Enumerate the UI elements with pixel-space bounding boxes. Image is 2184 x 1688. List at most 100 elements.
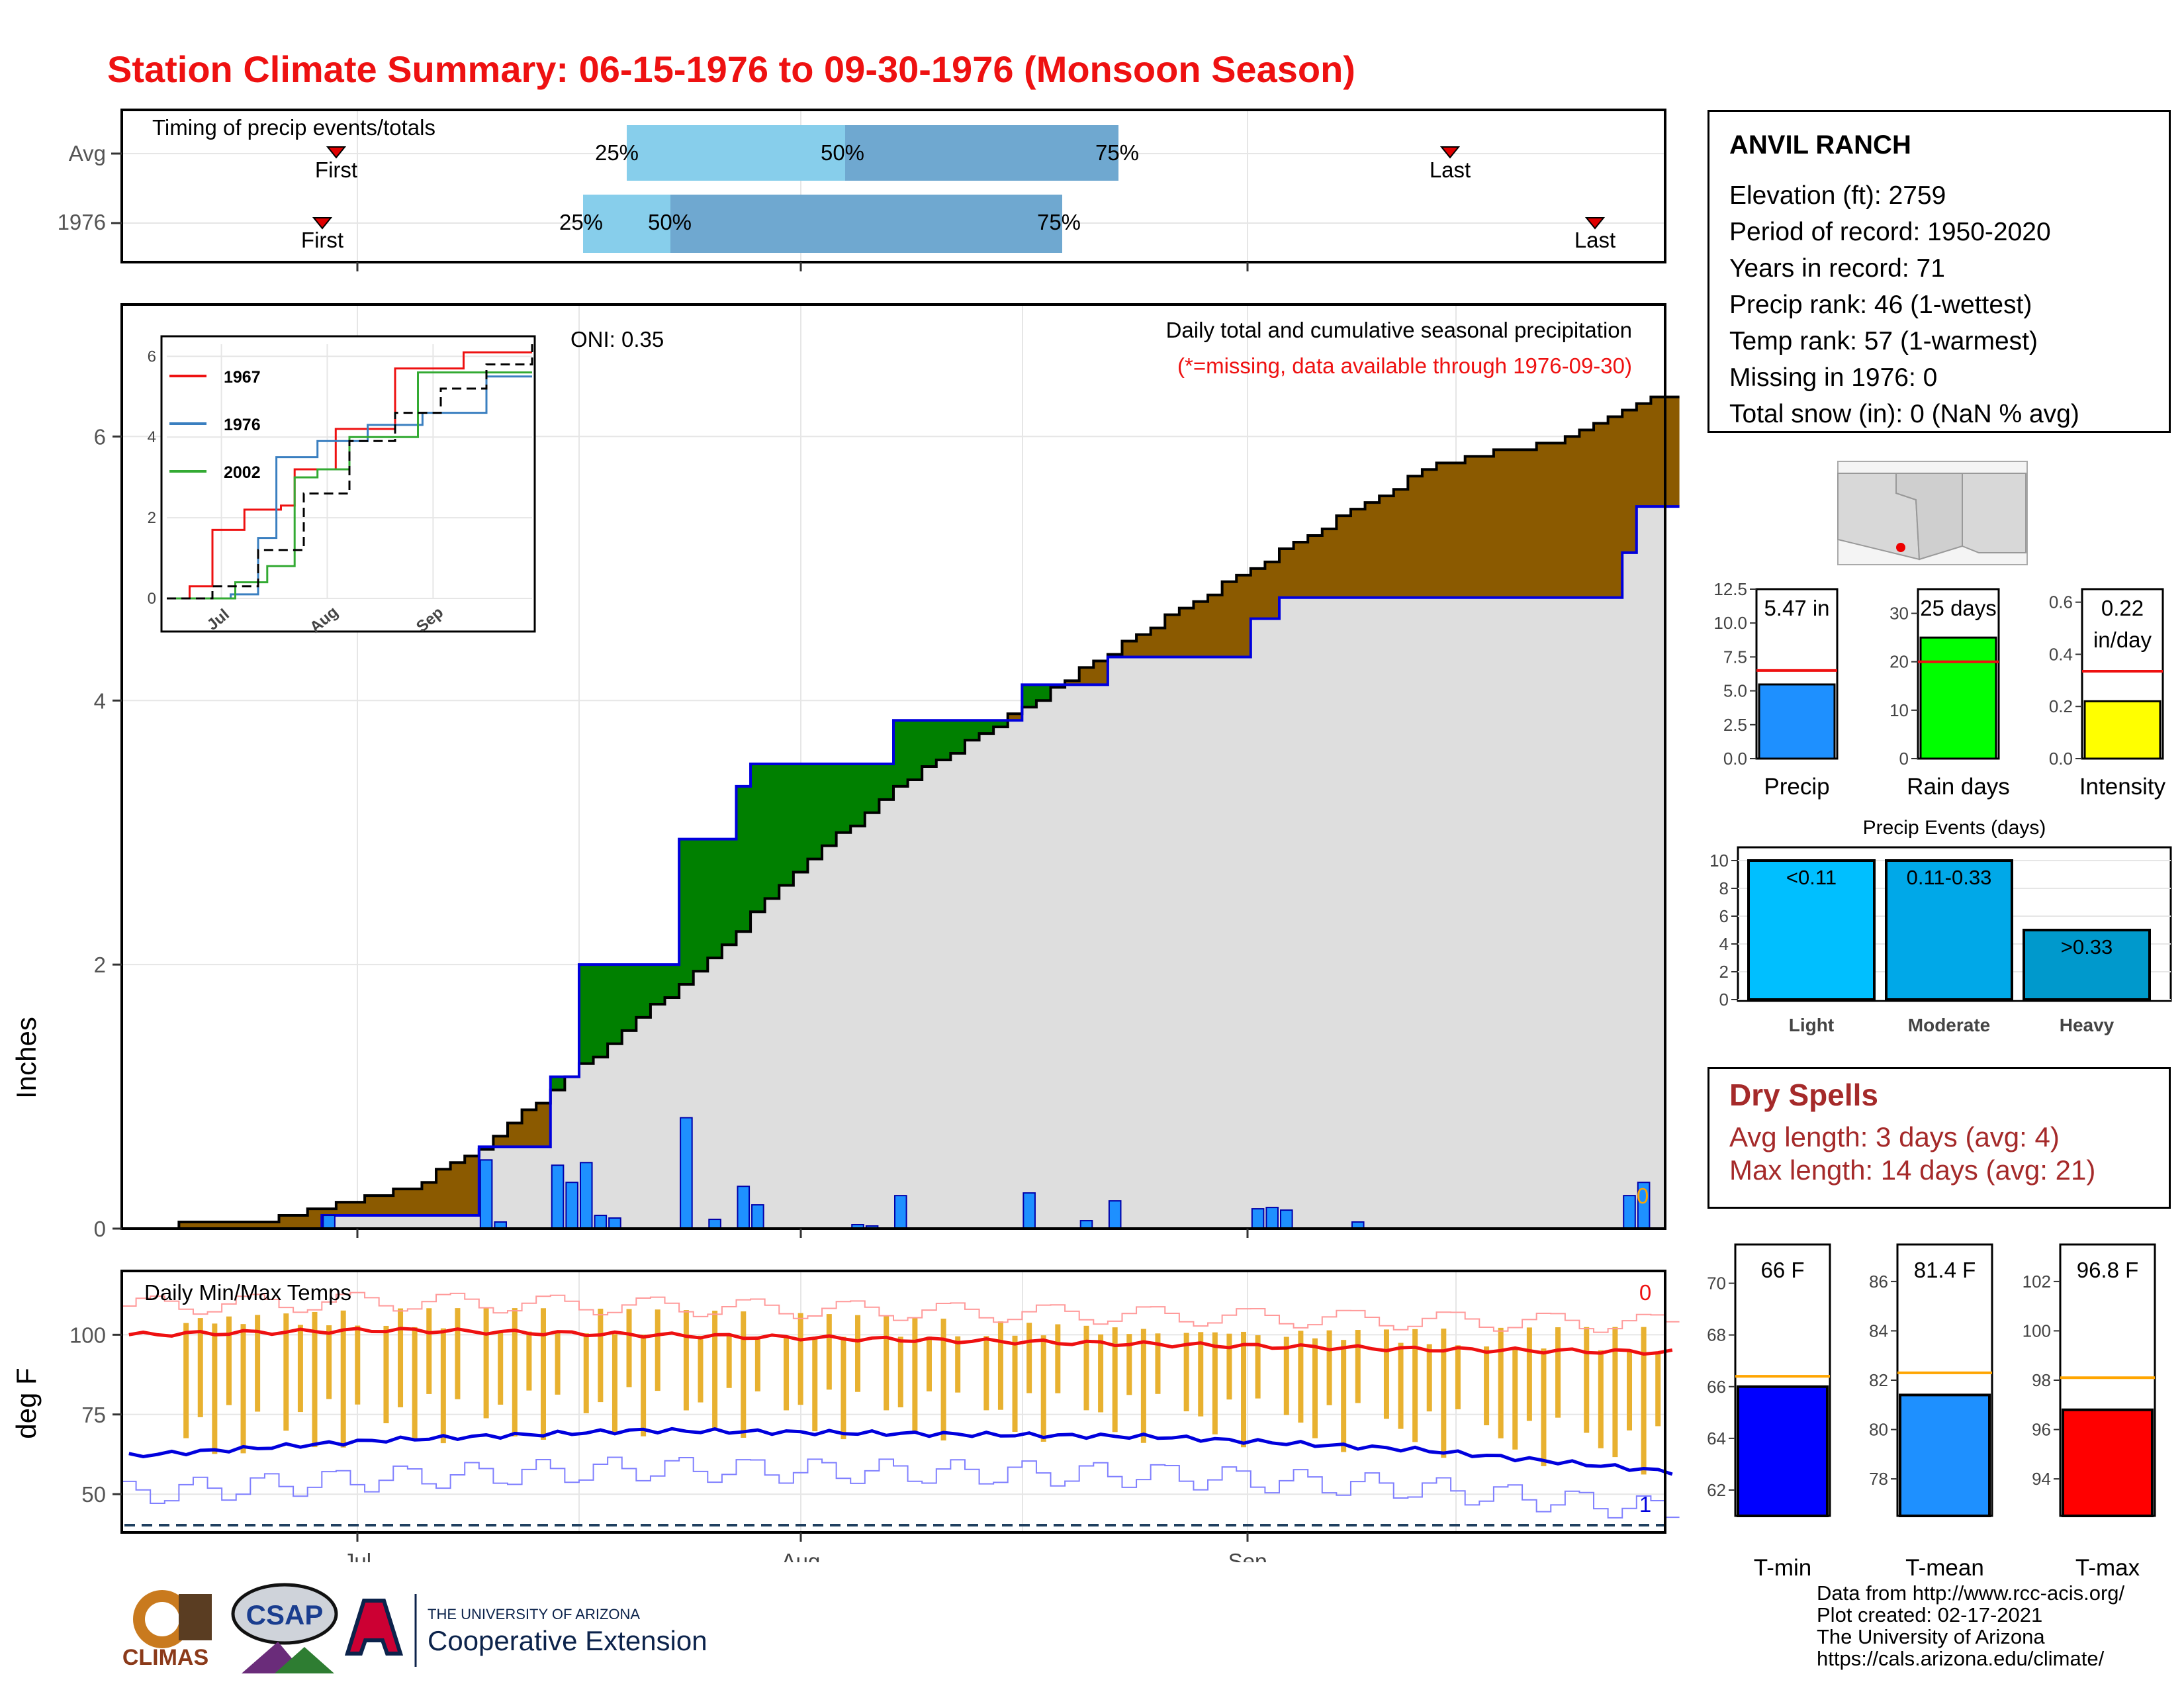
station-elevation: Elevation (ft): 2759 — [1729, 181, 1946, 210]
summary-value-label2-2: in/day — [2093, 628, 2152, 652]
daily-temp-bar — [412, 1327, 418, 1441]
page-title: Station Climate Summary: 06-15-1976 to 0… — [107, 48, 1355, 90]
daily-temp-bar — [1326, 1330, 1332, 1405]
daily-temp-bar — [626, 1309, 632, 1387]
daily-temp-bar — [526, 1331, 532, 1391]
station-period: Period of record: 1950-2020 — [1729, 218, 2051, 246]
daily-temp-bar — [1026, 1323, 1032, 1393]
precip-caption: Daily total and cumulative seasonal prec… — [1166, 318, 1632, 342]
daily-precip-bar — [551, 1164, 565, 1230]
temp-y-tick: 50 — [81, 1482, 106, 1507]
daily-temp-bar — [698, 1335, 704, 1403]
logos: CLIMAS CSAP THE UNIVERSITY OF ARIZONA Co… — [122, 1583, 707, 1673]
daily-temp-bar — [1612, 1327, 1618, 1458]
svg-text:THE UNIVERSITY OF ARIZONA: THE UNIVERSITY OF ARIZONA — [428, 1606, 640, 1622]
climas-logo: CLIMAS — [122, 1590, 212, 1670]
svg-text:CSAP: CSAP — [246, 1599, 324, 1630]
record-max-line — [122, 1291, 1680, 1333]
inset-legend-label: 1976 — [224, 416, 261, 434]
year-q50-label: 50% — [648, 210, 692, 234]
temp-summary-label-0: T-min — [1754, 1555, 1812, 1581]
summary-tick-2: 0.0 — [2049, 749, 2073, 769]
daily-temp-bar — [312, 1311, 318, 1448]
inset-legend-label: 1967 — [224, 368, 261, 387]
temp-summary-value-2: 96.8 F — [2077, 1258, 2139, 1282]
summary-label-2: Intensity — [2079, 774, 2166, 800]
daily-temp-bar — [1412, 1329, 1418, 1442]
daily-temp-bar — [1283, 1336, 1289, 1415]
year-quartile-50-75 — [670, 195, 1062, 253]
inset-line-1976 — [167, 375, 532, 600]
year-first-marker — [312, 217, 333, 230]
temp-panel: 50 75 100 Daily Min/Max Temps 0 1 deg F Ju… — [11, 1270, 1680, 1562]
daily-temp-bar — [240, 1324, 246, 1454]
temp-y-label: deg F — [11, 1368, 42, 1438]
summary-value-label-0: 5.47 in — [1764, 596, 1829, 620]
inset-line-avg — [167, 344, 533, 600]
summary-tick-1: 30 — [1889, 604, 1909, 624]
temp-summary-bar-0 — [1737, 1385, 1829, 1517]
dry-spells-box: Dry Spells Avg length: 3 days (avg: 4) M… — [1707, 1067, 2171, 1209]
precip-y-tick: 4 — [94, 688, 106, 713]
daily-temp-bar — [797, 1313, 803, 1405]
events-tick: 2 — [1719, 962, 1729, 982]
daily-temp-bar — [326, 1325, 332, 1399]
daily-temp-bar — [1212, 1332, 1218, 1434]
temp-summary-tick-2: 94 — [2032, 1469, 2051, 1489]
daily-temp-bar — [1541, 1348, 1547, 1466]
daily-temp-bar — [383, 1325, 389, 1424]
daily-temp-bar — [940, 1319, 946, 1441]
daily-temp-bar — [1598, 1350, 1604, 1448]
temp-summary-tick-0: 64 — [1707, 1429, 1726, 1448]
station-precip-rank: Precip rank: 46 (1-wettest) — [1729, 291, 2032, 319]
daily-precip-bar — [608, 1217, 621, 1229]
daily-temp-bar — [1255, 1335, 1261, 1399]
daily-temp-bar — [1512, 1347, 1518, 1450]
temp-summary-tick-2: 102 — [2023, 1272, 2051, 1291]
avg-first-marker — [326, 146, 347, 159]
daily-temp-bar — [683, 1310, 689, 1411]
csap-logo: CSAP — [231, 1583, 338, 1673]
credit-plot-created: Plot created: 02-17-2021 — [1817, 1603, 2043, 1626]
daily-temp-bar — [512, 1308, 518, 1437]
daily-temp-bar — [212, 1323, 218, 1454]
daily-precip-bar — [1108, 1200, 1122, 1229]
daily-temp-bar — [1183, 1333, 1189, 1412]
events-title: Precip Events (days) — [1863, 817, 2046, 839]
daily-temp-bar — [355, 1325, 361, 1405]
temp-summary-tick-2: 96 — [2032, 1420, 2051, 1440]
daily-temp-bar — [1083, 1325, 1089, 1411]
temp-y-tick: 75 — [81, 1403, 106, 1427]
station-temp-rank: Temp rank: 57 (1-warmest) — [1729, 327, 2038, 355]
summary-label-0: Precip — [1764, 774, 1829, 800]
temp-summary-tick-1: 78 — [1869, 1469, 1888, 1489]
precip-y-tick: 2 — [94, 953, 106, 977]
daily-temp-bar — [1383, 1329, 1389, 1419]
daily-precip-bar — [708, 1219, 721, 1230]
temp-summary-value-1: 81.4 F — [1914, 1258, 1976, 1282]
avg-quartile-50-75 — [845, 125, 1118, 181]
temp-x-tick-jul: Jul — [343, 1549, 371, 1562]
daily-temp-bar — [1012, 1335, 1018, 1432]
temp-summary-tick-1: 86 — [1869, 1272, 1888, 1291]
avg-first-label: First — [315, 158, 357, 182]
daily-temp-bar — [455, 1308, 461, 1399]
daily-temp-bar — [1426, 1344, 1432, 1412]
avg-quartile-25-50 — [627, 125, 845, 181]
daily-temp-bar — [712, 1310, 718, 1431]
daily-temp-bar — [784, 1336, 790, 1411]
summary-tick-2: 0.6 — [2049, 592, 2073, 612]
daily-temp-bar — [1398, 1342, 1404, 1429]
below-average-area — [179, 397, 1680, 1229]
events-tick: 10 — [1709, 851, 1729, 870]
daily-temp-bar — [183, 1323, 189, 1438]
events-category-1: Moderate — [1908, 1015, 1990, 1035]
temp-missing-max: 0 — [1639, 1280, 1651, 1305]
daily-temp-bar — [926, 1336, 932, 1391]
daily-temp-bar — [555, 1332, 561, 1395]
inset-y-tick: 0 — [148, 590, 156, 608]
daily-temp-bar — [812, 1336, 818, 1432]
cumulative-1976-area — [122, 506, 1665, 1229]
temp-y-tick: 100 — [69, 1323, 106, 1347]
daily-temp-bar — [841, 1336, 846, 1440]
